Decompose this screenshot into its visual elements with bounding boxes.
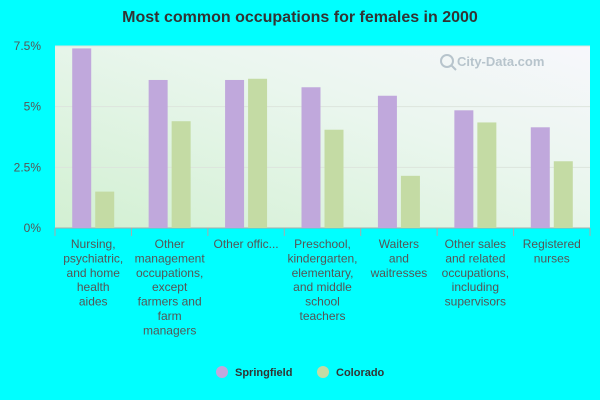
bar-springfield[interactable]	[377, 95, 397, 228]
bar-colorado[interactable]	[95, 191, 115, 228]
bar-colorado[interactable]	[553, 161, 573, 228]
y-tick-label: 7.5%	[14, 39, 42, 53]
legend-label-colorado: Colorado	[336, 367, 385, 379]
x-tick-label: Other management occupations, except farmers…	[135, 237, 206, 337]
bar-springfield[interactable]	[72, 48, 92, 228]
y-tick-label: 2.5%	[14, 160, 42, 174]
legend-swatch-springfield	[216, 366, 228, 378]
watermark: City-Data.com	[440, 54, 544, 71]
search-icon	[440, 54, 454, 68]
x-tick-label: Registered nurses	[523, 237, 581, 265]
x-tick-label: Nursing, psychiatric, and home health aides	[63, 237, 123, 309]
x-tick-label: Other offic...	[214, 237, 279, 251]
x-tick-label: Preschool, kindergarten, elementary, and mi…	[287, 237, 357, 323]
bar-colorado[interactable]	[324, 129, 344, 228]
y-tick-label: 5%	[24, 100, 42, 114]
bar-springfield[interactable]	[148, 79, 168, 229]
bar-colorado[interactable]	[171, 121, 191, 228]
watermark-text: City-Data.com	[457, 54, 544, 69]
x-tick-label: Waiters and waitresses	[370, 237, 428, 280]
x-tick-label: Other sales and related occupations, includ…	[442, 237, 509, 309]
bar-colorado[interactable]	[248, 78, 268, 228]
chart-title: Most common occupations for females in 2…	[122, 9, 478, 26]
bar-colorado[interactable]	[400, 175, 420, 228]
legend-swatch-colorado	[317, 366, 329, 378]
bar-springfield[interactable]	[225, 79, 245, 229]
bar-springfield[interactable]	[454, 110, 474, 228]
bar-springfield[interactable]	[301, 87, 321, 229]
legend-label-springfield: Springfield	[235, 367, 292, 379]
y-tick-label: 0%	[24, 221, 42, 235]
bar-springfield[interactable]	[530, 127, 550, 228]
bar-colorado[interactable]	[477, 122, 497, 228]
plot-area	[55, 46, 590, 228]
